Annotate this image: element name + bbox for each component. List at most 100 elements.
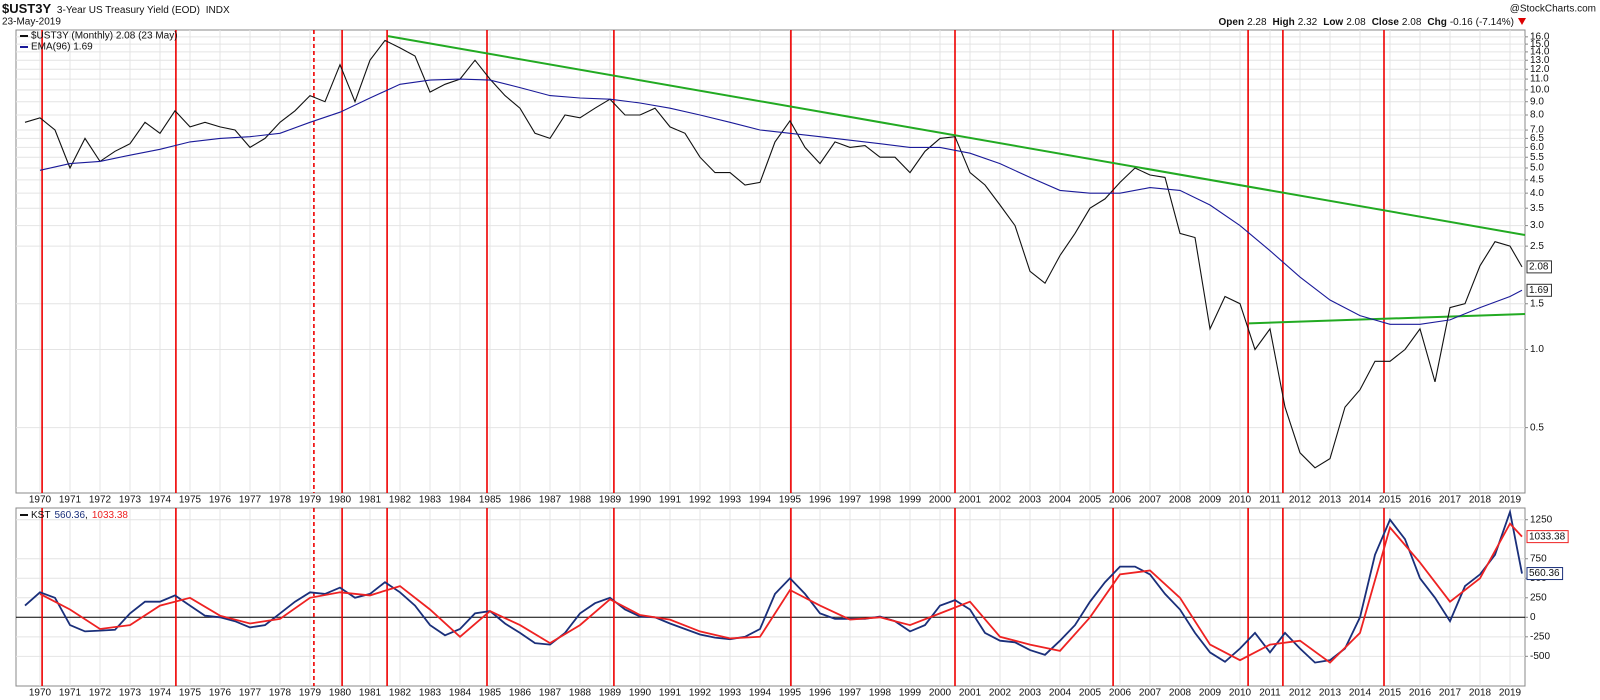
x-tick-label: 1971 (59, 495, 82, 506)
x-tick-label: 2019 (1499, 688, 1522, 699)
x-tick-label: 1995 (779, 495, 802, 506)
y-tick-label: 11.0 (1530, 74, 1549, 85)
x-tick-label: 1992 (689, 688, 712, 699)
x-tick-label: 2009 (1199, 495, 1222, 506)
x-tick-label: 2013 (1319, 495, 1342, 506)
x-tick-label: 1973 (119, 688, 142, 699)
x-tick-label: 2002 (989, 688, 1012, 699)
x-tick-label: 2007 (1139, 495, 1162, 506)
x-tick-label: 2010 (1229, 688, 1252, 699)
x-tick-label: 1980 (329, 688, 352, 699)
x-tick-label: 2009 (1199, 688, 1222, 699)
x-tick-label: 1982 (389, 688, 412, 699)
x-tick-label: 2010 (1229, 495, 1252, 506)
end-value-label: 1.69 (1529, 285, 1549, 296)
end-value-box (1526, 260, 1552, 274)
x-tick-label: 1981 (359, 688, 382, 699)
y-tick-label: 9.0 (1530, 96, 1544, 107)
x-tick-label: 1995 (779, 688, 802, 699)
series-line (39, 78, 1523, 325)
series-line (24, 39, 1523, 469)
plot-area (15, 507, 1526, 687)
x-tick-label: 1998 (869, 495, 892, 506)
quote: Open 2.28 High 2.32 Low 2.08 Close 2.08 Chg -0.16… (1219, 17, 1515, 28)
x-tick-label: 1974 (149, 688, 172, 699)
x-tick-label: 1977 (239, 495, 262, 506)
x-tick-label: 1988 (569, 495, 592, 506)
y-tick-label: 2.5 (1530, 241, 1544, 252)
quote-label: Close (1372, 17, 1400, 28)
y-tick-label: 0.5 (1530, 422, 1544, 433)
x-tick-label: 1992 (689, 495, 712, 506)
quote-pct: (-7.14%) (1476, 17, 1514, 28)
legend-label: EMA(96) 1.69 (31, 42, 93, 53)
y-tick-label: 8.0 (1530, 110, 1544, 121)
x-tick-label: 1989 (599, 688, 622, 699)
y-tick-label: -250 (1530, 631, 1550, 642)
trendline (387, 35, 1526, 236)
x-tick-label: 2008 (1169, 495, 1192, 506)
x-tick-label: 2016 (1409, 688, 1432, 699)
x-tick-label: 1983 (419, 495, 442, 506)
x-tick-label: 1996 (809, 688, 832, 699)
x-tick-label: 2000 (929, 495, 952, 506)
x-tick-label: 1989 (599, 495, 622, 506)
x-tick-label: 1970 (29, 495, 52, 506)
x-tick-label: 1987 (539, 688, 562, 699)
x-tick-label: 1982 (389, 495, 412, 506)
x-tick-label: 2014 (1349, 688, 1372, 699)
x-tick-label: 2018 (1469, 495, 1492, 506)
x-tick-label: 2004 (1049, 495, 1072, 506)
quote-value: 2.28 (1247, 17, 1267, 28)
change-arrow (1518, 18, 1526, 25)
kst-panel: 1970 1971 1972 1973 1974 1975 1976 1977 1978 1979… (15, 507, 1569, 699)
x-tick-label: 1986 (509, 495, 532, 506)
trendline (1248, 312, 1526, 325)
quote-label: Open (1219, 17, 1245, 28)
x-tick-label: 1987 (539, 495, 562, 506)
y-tick-label: 6.5 (1530, 133, 1544, 144)
y-tick-label: 14.0 (1530, 47, 1550, 58)
x-tick-label: 2001 (959, 495, 982, 506)
x-tick-label: 2018 (1469, 688, 1492, 699)
x-tick-label: 2005 (1079, 495, 1102, 506)
x-tick-label: 2005 (1079, 688, 1102, 699)
x-tick-label: 2000 (929, 688, 952, 699)
date: 23-May-2019 (2, 17, 61, 28)
legend-title: KST 560.36, 1033.38 (31, 510, 128, 521)
y-tick-label: 3.0 (1530, 220, 1544, 231)
x-tick-label: 1979 (299, 688, 322, 699)
series-line (24, 508, 1523, 664)
x-tick-label: 2001 (959, 688, 982, 699)
x-tick-label: 1985 (479, 688, 502, 699)
x-tick-label: 1972 (89, 688, 112, 699)
instrument-name: 3-Year US Treasury Yield (EOD) (57, 5, 200, 16)
x-tick-label: 1996 (809, 495, 832, 506)
quote-value: 2.08 (1402, 17, 1422, 28)
x-tick-label: 2003 (1019, 495, 1042, 506)
x-tick-label: 1981 (359, 495, 382, 506)
x-tick-label: 1975 (179, 688, 202, 699)
x-tick-label: 2017 (1439, 688, 1462, 699)
x-tick-label: 2008 (1169, 688, 1192, 699)
x-tick-label: 2015 (1379, 495, 1402, 506)
x-tick-label: 1994 (749, 688, 772, 699)
end-value-box (1526, 283, 1552, 297)
x-tick-label: 1984 (449, 495, 472, 506)
x-tick-label: 2016 (1409, 495, 1432, 506)
y-tick-label: 6.0 (1530, 142, 1544, 153)
end-value-label: 1033.38 (1529, 531, 1566, 542)
quote-value: 2.32 (1298, 17, 1318, 28)
quote-value: 2.08 (1346, 17, 1366, 28)
panel-title: KST (31, 510, 50, 521)
y-tick-label: 1250 (1530, 514, 1553, 525)
x-tick-label: 1999 (899, 688, 922, 699)
x-tick-label: 1973 (119, 495, 142, 506)
x-tick-label: 2004 (1049, 688, 1072, 699)
x-tick-label: 2017 (1439, 495, 1462, 506)
x-tick-label: 1980 (329, 495, 352, 506)
x-tick-label: 1974 (149, 495, 172, 506)
x-tick-label: 1993 (719, 495, 742, 506)
y-tick-label: 1.5 (1530, 298, 1544, 309)
